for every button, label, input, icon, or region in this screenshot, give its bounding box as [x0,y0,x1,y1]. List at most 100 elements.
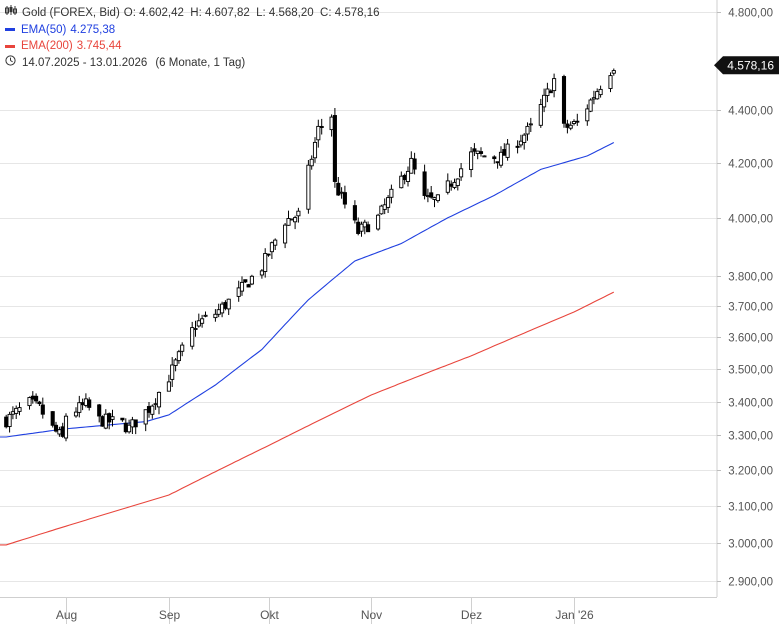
candle-body-down [4,416,9,428]
candle [296,207,301,223]
candle-body-up [73,411,79,417]
candle [312,137,318,163]
candle-body-up [306,164,311,210]
y-tick-label: 4.200,00 [728,159,773,171]
candle [17,402,22,416]
candle [356,217,361,236]
candle [409,151,414,174]
y-tick-label: 3.500,00 [728,365,773,377]
y-tick-label: 3.800,00 [728,272,773,284]
candle-body-up [505,143,510,158]
candle-body-up [14,407,19,414]
candle-body-up [263,253,268,272]
candle [170,357,175,387]
candle [200,314,205,328]
candle [60,422,65,438]
candle [100,415,105,427]
ema200-line [0,291,615,546]
candle [73,407,79,418]
candle-body-up [542,94,547,108]
candle [220,301,225,318]
ema50-label: EMA(50) [21,23,67,36]
candle [435,194,440,203]
clock-icon [5,54,19,72]
candle-body-down [478,151,484,154]
candle [283,223,288,249]
candle-body-up [150,405,155,415]
candle-body-down [97,404,102,417]
legend-period-row[interactable]: 14.07.2025 - 13.01.2026 (6 Monate, 1 Tag… [5,54,380,72]
candle [239,276,245,296]
candle-body-up [359,223,364,232]
ema200-series [0,291,615,546]
candle [412,152,417,175]
candle [293,215,298,230]
candle [595,88,600,100]
candle [565,119,570,134]
candle-body-down [40,404,45,415]
candle-body-up [571,121,577,124]
candle [502,143,507,156]
candle [269,241,274,259]
candle-body-down [429,192,434,198]
candle-body-up [273,239,278,246]
y-tick-label: 3.400,00 [728,398,773,410]
candle-body-up [469,151,474,170]
candle [309,155,314,170]
candle [10,406,15,420]
candle [339,187,344,199]
candle [389,184,394,204]
candle [342,185,347,209]
candle [329,114,334,137]
candles-series [4,68,616,442]
candle-body-up [286,218,291,226]
period-description: (6 Monate, 1 Tag) [155,56,246,69]
candle-body-down [356,221,361,234]
candle-body-up [518,140,523,146]
candle [27,396,32,410]
legend-ema50-row[interactable]: EMA(50) 4.275,38 [5,22,380,39]
candle-body-up [193,328,198,330]
candle-body-up [588,99,593,112]
candle-body-up [190,327,195,347]
candle-body-up [598,88,603,96]
candle-body-up [389,188,394,198]
candle-body-up [203,314,208,317]
x-tick-label: Sep [159,608,181,622]
candle-body-up [127,424,132,433]
candle [103,409,108,430]
candle-body-down [53,424,59,432]
candle [362,219,367,235]
x-axis: Aug Sep Okt Nov Dez Jan '26 [56,597,594,624]
instrument-name: Gold (FOREX, Bid) [22,7,120,19]
candle [306,160,311,214]
candle-body-up [103,413,108,429]
candle-body-up [27,397,32,407]
candle-body-down [342,192,347,205]
candle [246,283,251,288]
candle [545,82,550,103]
candle [316,119,321,148]
candle [156,391,162,415]
candle-body-up [213,313,218,319]
candle [7,411,12,433]
candle [359,221,364,237]
candle-body-up [455,178,460,186]
candle-body-up [110,416,115,420]
candle [568,121,573,131]
candle [561,74,567,128]
last-price-tag: 4.578,16 [714,56,779,75]
grid-lines [0,12,717,598]
candle-body-up [216,309,221,315]
candle [399,171,404,189]
legend-ema200-row[interactable]: EMA(200) 3.745,44 [5,38,380,55]
candle-body-down [472,148,477,152]
candle-body-up [329,116,334,131]
x-tick-label: Aug [56,608,77,622]
candle-body-up [475,150,480,154]
candle [203,311,208,318]
candle [498,146,504,168]
candle-body-up [498,151,504,166]
candle [542,88,547,113]
